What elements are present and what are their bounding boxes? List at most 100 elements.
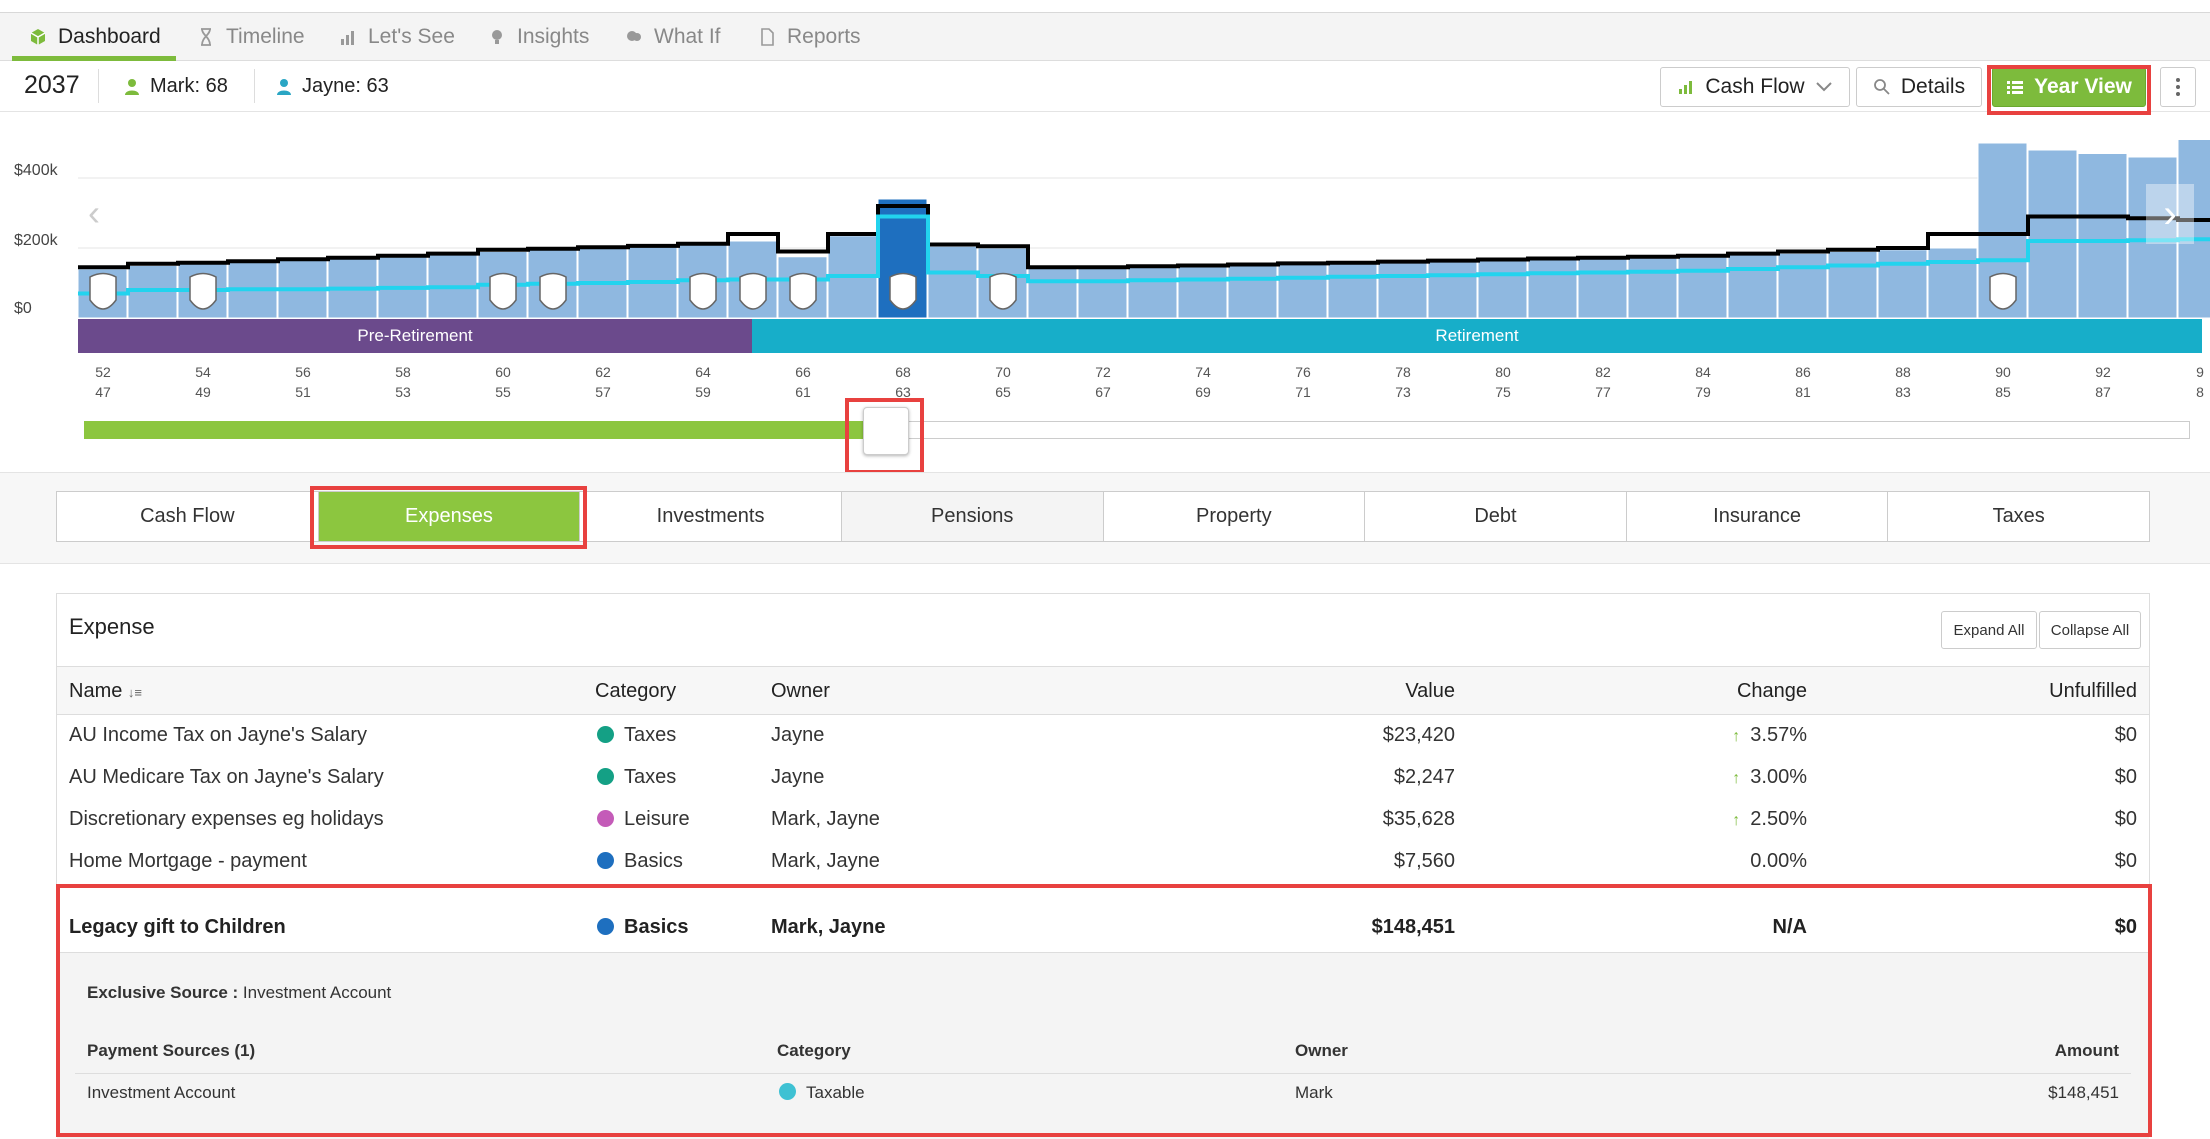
bar-expense bbox=[1777, 252, 1828, 319]
active-tab-underline bbox=[12, 56, 176, 61]
bar-expense bbox=[2127, 156, 2178, 319]
age-primary: 80 bbox=[1495, 364, 1511, 380]
sources-owner-header: Owner bbox=[1295, 1041, 1348, 1060]
age-secondary: 77 bbox=[1595, 384, 1611, 400]
divider bbox=[75, 1073, 2131, 1074]
y-tick-label: $200k bbox=[14, 232, 58, 249]
top-strip bbox=[0, 0, 2210, 13]
age-secondary: 81 bbox=[1795, 384, 1811, 400]
age-primary: 90 bbox=[1995, 364, 2011, 380]
age-primary: 86 bbox=[1795, 364, 1811, 380]
column-change: Change bbox=[1736, 680, 1807, 702]
bar-expense bbox=[1077, 266, 1128, 319]
tab-label: What If bbox=[654, 24, 721, 48]
age-primary: 82 bbox=[1595, 364, 1611, 380]
age-primary: 92 bbox=[2095, 364, 2111, 380]
table-row-expanded[interactable]: Legacy gift to Children Basics Mark, Jay… bbox=[57, 906, 2149, 952]
age-secondary: 57 bbox=[595, 384, 611, 400]
table-row[interactable]: Discretionary expenses eg holidays Leisur… bbox=[57, 798, 2149, 840]
subtab-property[interactable]: Property bbox=[1104, 492, 1366, 541]
row-name: AU Income Tax on Jayne's Salary bbox=[69, 724, 368, 746]
event-marker-icon bbox=[989, 272, 1017, 310]
tab-reports[interactable]: Reports bbox=[757, 13, 861, 60]
chart-plot bbox=[77, 139, 2210, 319]
tab-label: Timeline bbox=[226, 24, 305, 48]
age-label: 56 51 bbox=[295, 362, 311, 402]
bar-expense bbox=[1527, 258, 1578, 319]
age-secondary: 73 bbox=[1395, 384, 1411, 400]
age-label: 82 77 bbox=[1595, 362, 1611, 402]
bar-expense bbox=[1477, 259, 1528, 319]
bar-expense bbox=[1677, 256, 1728, 319]
subtab-bar: Cash Flow Expenses Investments Pensions … bbox=[56, 491, 2150, 542]
chart-next-arrow[interactable]: › bbox=[2146, 184, 2194, 244]
divider bbox=[254, 69, 255, 103]
bar-expense bbox=[1377, 261, 1428, 319]
age-primary: 76 bbox=[1295, 364, 1311, 380]
year-view-button[interactable]: Year View bbox=[1992, 67, 2146, 107]
category-label: Taxes bbox=[624, 766, 677, 788]
table-row[interactable]: AU Income Tax on Jayne's Salary Taxes Jayn… bbox=[57, 714, 2149, 756]
view-select-dropdown[interactable]: Cash Flow bbox=[1660, 67, 1850, 107]
subtab-expenses[interactable]: Expenses bbox=[318, 492, 581, 541]
chart-prev-arrow[interactable]: ‹ bbox=[88, 192, 100, 233]
event-marker-icon bbox=[789, 272, 817, 310]
bar-expense bbox=[1577, 258, 1628, 319]
age-secondary: 65 bbox=[995, 384, 1011, 400]
row-name: Home Mortgage - payment bbox=[69, 850, 307, 872]
table-row[interactable]: AU Medicare Tax on Jayne's Salary Taxes Ja… bbox=[57, 756, 2149, 798]
row-category: Leisure bbox=[597, 808, 690, 831]
details-button[interactable]: Details bbox=[1856, 67, 1982, 107]
age-primary: 78 bbox=[1395, 364, 1411, 380]
year-slider-fill bbox=[84, 421, 884, 439]
source-category: Taxable bbox=[779, 1083, 865, 1103]
bar-expense bbox=[927, 245, 978, 319]
tab-what-if[interactable]: What If bbox=[624, 13, 721, 60]
age-primary: 54 bbox=[195, 364, 211, 380]
change-value: 0.00% bbox=[1750, 850, 1807, 872]
expand-all-button[interactable]: Expand All bbox=[1941, 611, 2037, 649]
age-secondary: 87 bbox=[2095, 384, 2111, 400]
subtab-pensions[interactable]: Pensions bbox=[841, 492, 1104, 541]
table-row[interactable]: Home Mortgage - payment Basics Mark, Jayne… bbox=[57, 840, 2149, 882]
age-primary: 60 bbox=[495, 364, 511, 380]
chevron-down-icon bbox=[1815, 82, 1832, 92]
sources-category-header: Category bbox=[777, 1041, 851, 1060]
year-slider-handle[interactable] bbox=[863, 407, 909, 455]
column-name[interactable]: Name ↓≡ bbox=[69, 680, 142, 703]
column-owner: Owner bbox=[771, 680, 830, 702]
subtab-cash-flow[interactable]: Cash Flow bbox=[57, 492, 319, 541]
age-secondary: 79 bbox=[1695, 384, 1711, 400]
bar-expense bbox=[2027, 149, 2078, 319]
collapse-all-button[interactable]: Collapse All bbox=[2039, 611, 2141, 649]
age-secondary: 69 bbox=[1195, 384, 1211, 400]
view-select-value: Cash Flow bbox=[1705, 75, 1805, 98]
subtab-taxes[interactable]: Taxes bbox=[1992, 505, 2045, 527]
more-options-button[interactable] bbox=[2160, 67, 2196, 107]
bar-chart-icon bbox=[1679, 81, 1693, 94]
column-category: Category bbox=[595, 680, 677, 702]
subtab-debt[interactable]: Debt bbox=[1365, 492, 1627, 541]
tab-timeline[interactable]: Timeline bbox=[196, 13, 305, 60]
row-owner: Mark, Jayne bbox=[771, 808, 880, 830]
bar-expense bbox=[1877, 249, 1928, 319]
event-marker-icon bbox=[689, 272, 717, 310]
age-primary: 64 bbox=[695, 364, 711, 380]
tab-lets-see[interactable]: Let's See bbox=[338, 13, 455, 60]
age-primary: 56 bbox=[295, 364, 311, 380]
age-secondary: 61 bbox=[795, 384, 811, 400]
tab-dashboard[interactable]: Dashboard bbox=[28, 13, 161, 60]
category-label: Basics bbox=[624, 916, 689, 938]
age-primary: 52 bbox=[95, 364, 111, 380]
tab-insights[interactable]: Insights bbox=[487, 13, 589, 60]
age-secondary: 63 bbox=[895, 384, 911, 400]
tab-label: Reports bbox=[787, 24, 861, 48]
bar-expense bbox=[2177, 139, 2210, 319]
age-label: 62 57 bbox=[595, 362, 611, 402]
info-bar: 2037 Mark: 68 Jayne: 63 Cash Flow Detail… bbox=[0, 61, 2210, 112]
age-label: 92 87 bbox=[2095, 362, 2111, 402]
subtab-insurance[interactable]: Insurance bbox=[1627, 492, 1889, 541]
subtab-investments[interactable]: Investments bbox=[580, 492, 842, 541]
event-marker-icon bbox=[189, 272, 217, 310]
hourglass-icon bbox=[201, 27, 211, 46]
